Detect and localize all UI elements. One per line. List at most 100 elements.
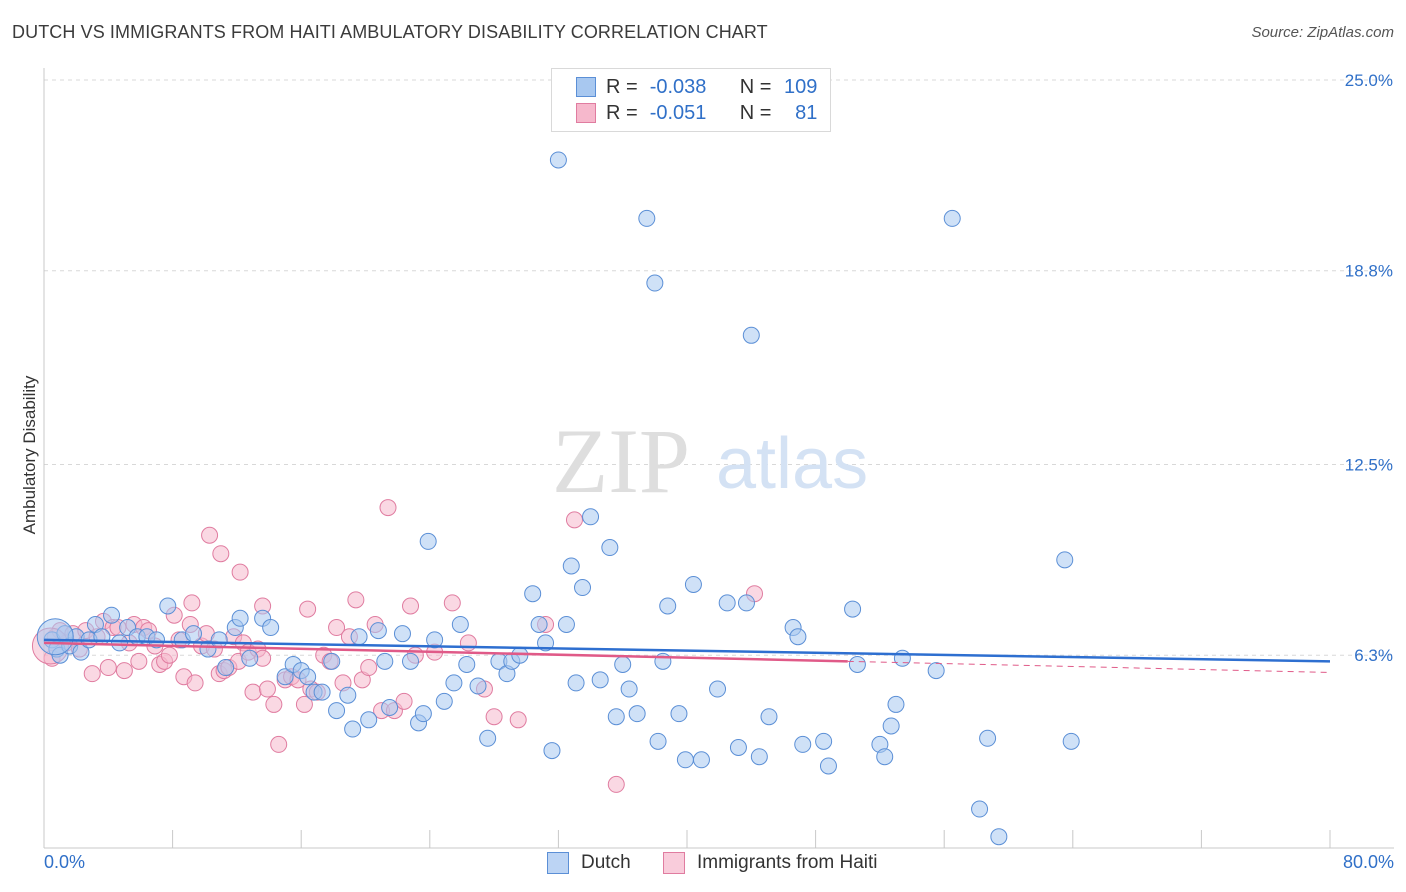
scatter-point (565, 511, 583, 529)
scatter-point (750, 748, 768, 766)
scatter-point (943, 209, 961, 227)
scatter-point-large (36, 618, 74, 656)
scatter-point (794, 735, 812, 753)
scatter-point (557, 615, 575, 633)
scatter-point (83, 665, 101, 683)
watermark-zip: ZIP (552, 410, 690, 512)
watermark-atlas: atlas (716, 424, 868, 504)
scatter-point (241, 649, 259, 667)
legend-n-value-dutch: 109 (784, 75, 818, 98)
scatter-point (184, 625, 202, 643)
scatter-point (614, 655, 632, 673)
scatter-point (217, 659, 235, 677)
legend-r-value-haiti: -0.051 (649, 101, 707, 124)
scatter-point (344, 720, 362, 738)
scatter-point (376, 652, 394, 670)
scatter-point (393, 625, 411, 643)
scatter-point (709, 680, 727, 698)
scatter-point (567, 674, 585, 692)
scatter-point (737, 594, 755, 612)
scatter-point (419, 532, 437, 550)
dutch-trend-line (43, 638, 1331, 663)
haiti-trend-extension (847, 660, 1331, 673)
scatter-point (93, 628, 111, 646)
dutch-swatch (576, 77, 596, 97)
scatter-point (815, 732, 833, 750)
scatter-point (328, 619, 346, 637)
scatter-point (537, 634, 555, 652)
scatter-point (99, 659, 117, 677)
scatter-point (231, 563, 249, 581)
scatter-point (582, 508, 600, 526)
legend-label-haiti: Immigrants from Haiti (697, 852, 878, 873)
scatter-point (530, 615, 548, 633)
axes (43, 68, 1394, 849)
scatter-point (789, 628, 807, 646)
scatter-point (115, 662, 133, 680)
scatter-point (469, 677, 487, 695)
scatter-point (103, 606, 121, 624)
scatter-point (435, 692, 453, 710)
scatter-point (276, 668, 294, 686)
scatter-point (607, 708, 625, 726)
scatter-point (186, 674, 204, 692)
scatter-point (620, 680, 638, 698)
haiti-legend-swatch (663, 852, 685, 874)
scatter-point (350, 628, 368, 646)
scatter-point (543, 742, 561, 760)
scatter-point (485, 708, 503, 726)
scatter-point (760, 708, 778, 726)
scatter-point (458, 655, 476, 673)
scatter-point (638, 209, 656, 227)
scatter-point (426, 631, 444, 649)
scatter-point (299, 668, 317, 686)
scatter-point (574, 579, 592, 597)
scatter-point (369, 622, 387, 640)
scatter-point (360, 659, 378, 677)
source-label: Source: ZipAtlas.com (1251, 24, 1394, 41)
scatter-point (244, 683, 262, 701)
scatter-point (231, 609, 249, 627)
x-axis-min-label: 0.0% (44, 852, 86, 872)
y-tick-label: 6.3% (1354, 646, 1393, 665)
y-tick-labels: 6.3% 12.5% 18.8% 25.0% (1345, 71, 1393, 665)
scatter-point (295, 695, 313, 713)
scatter-point (479, 729, 497, 747)
scatter-point (819, 757, 837, 775)
scatter-point (591, 671, 609, 689)
x-axis-max-label: 80.0% (1342, 852, 1394, 872)
scatter-point (160, 646, 178, 664)
scatter-point (927, 662, 945, 680)
scatter-point (183, 594, 201, 612)
scatter-point (258, 680, 276, 698)
scatter-point (509, 711, 527, 729)
scatter-point (347, 591, 365, 609)
y-tick-label: 18.8% (1345, 262, 1393, 281)
scatter-point (887, 695, 905, 713)
scatter-point (659, 597, 677, 615)
scatter-point (718, 594, 736, 612)
scatter-point (979, 729, 997, 747)
scatter-point (692, 751, 710, 769)
scatter-point (459, 634, 477, 652)
scatter-point (379, 499, 397, 517)
scatter-point (882, 717, 900, 735)
scatter-point (148, 631, 166, 649)
scatter-point (201, 526, 219, 544)
scatter-point (649, 732, 667, 750)
scatter-point (262, 619, 280, 637)
legend-n-label: N = (739, 101, 772, 124)
scatter-point (876, 748, 894, 766)
scatter-point (313, 683, 331, 701)
scatter-point (524, 585, 542, 603)
legend-item-dutch: Dutch (547, 852, 631, 874)
haiti-trend-line (43, 641, 848, 663)
scatter-point (402, 652, 420, 670)
dutch-points (36, 151, 1080, 846)
scatter-point (646, 274, 664, 292)
scatter-point (270, 735, 288, 753)
scatter-point (445, 674, 463, 692)
legend-label-dutch: Dutch (581, 852, 631, 873)
scatter-point (199, 640, 217, 658)
